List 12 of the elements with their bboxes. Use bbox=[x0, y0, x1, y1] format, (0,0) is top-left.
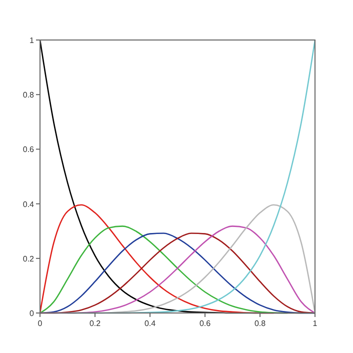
x-tick-label: 1 bbox=[312, 319, 318, 328]
y-tick-label: 0.4 bbox=[22, 200, 35, 209]
x-tick-label: 0.8 bbox=[254, 319, 266, 328]
x-tick-label: 0 bbox=[38, 319, 43, 328]
y-tick-label: 0.6 bbox=[22, 145, 35, 154]
x-tick-label: 0.6 bbox=[199, 319, 212, 328]
y-tick-label: 0.2 bbox=[22, 254, 35, 264]
y-tick-label: 1 bbox=[30, 36, 35, 45]
x-tick-label: 0.2 bbox=[89, 319, 102, 328]
x-tick-label: 0.4 bbox=[144, 319, 156, 328]
y-tick-label: 0.8 bbox=[22, 90, 35, 100]
y-tick-label: 0 bbox=[30, 309, 35, 318]
